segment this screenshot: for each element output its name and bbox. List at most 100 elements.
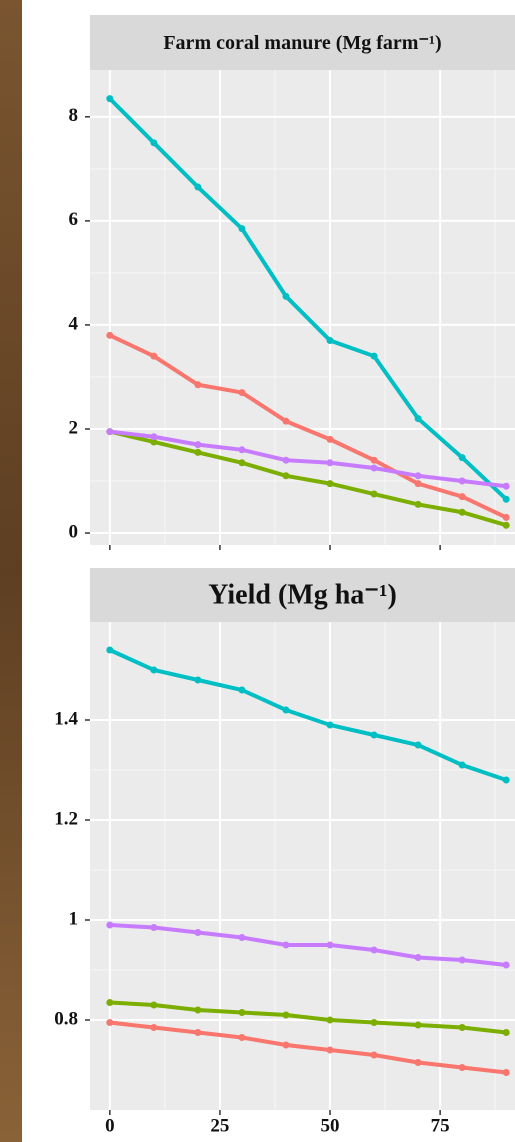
- y-tick-label: 8: [69, 105, 79, 126]
- data-point: [370, 1019, 378, 1026]
- series-line: [109, 1000, 507, 1035]
- data-point: [194, 441, 202, 449]
- y-tick-label: 0: [69, 521, 79, 542]
- data-point: [370, 490, 378, 498]
- y-tick-label: 1: [69, 908, 79, 929]
- data-point: [326, 459, 334, 467]
- data-point: [282, 472, 290, 480]
- data-point: [458, 454, 466, 462]
- data-point: [458, 1024, 466, 1031]
- data-point: [370, 946, 378, 954]
- data-point: [282, 1041, 290, 1049]
- data-point: [238, 459, 246, 467]
- data-point: [414, 1021, 422, 1029]
- series-line: [108, 97, 508, 501]
- data-point: [238, 446, 246, 454]
- y-tick-label: 0.8: [54, 1008, 78, 1029]
- data-point: [458, 956, 466, 964]
- panel-title: Farm coral manure (Mg farm⁻¹): [163, 32, 441, 54]
- data-point: [326, 941, 334, 949]
- data-point: [502, 1069, 510, 1076]
- x-tick-label: 0: [105, 1115, 115, 1136]
- y-tick-label: 4: [69, 313, 79, 334]
- data-point: [414, 415, 422, 423]
- data-point: [458, 508, 466, 516]
- strip-background: [90, 15, 515, 70]
- data-point: [106, 95, 114, 103]
- series-line: [109, 1020, 507, 1075]
- data-point: [238, 389, 246, 397]
- data-point: [458, 1064, 466, 1071]
- data-point: [458, 761, 466, 769]
- data-point: [414, 472, 422, 480]
- data-point: [326, 1046, 334, 1054]
- data-point: [282, 941, 290, 949]
- data-point: [414, 500, 422, 508]
- data-point: [150, 1024, 158, 1031]
- x-tick-label: 50: [321, 1115, 340, 1136]
- strip-background: [90, 568, 515, 622]
- y-tick-label: 2: [69, 417, 79, 438]
- x-tick-label: 75: [431, 1115, 450, 1136]
- data-point: [326, 480, 334, 488]
- data-point: [106, 646, 114, 654]
- y-tick-label: 6: [69, 209, 79, 230]
- data-point: [150, 433, 158, 441]
- data-point: [282, 292, 290, 300]
- data-point: [194, 448, 202, 456]
- series-line: [109, 923, 507, 967]
- data-point: [502, 482, 510, 490]
- series-line: [108, 333, 508, 520]
- data-point: [326, 721, 334, 729]
- data-point: [370, 456, 378, 464]
- data-point: [194, 381, 202, 389]
- data-point: [238, 1034, 246, 1041]
- data-point: [282, 456, 290, 464]
- data-point: [502, 513, 510, 521]
- data-point: [502, 521, 510, 529]
- data-point: [150, 352, 158, 360]
- data-point: [106, 331, 114, 339]
- data-point: [194, 929, 202, 936]
- data-point: [414, 1059, 422, 1066]
- data-point: [238, 686, 246, 694]
- data-point: [502, 495, 510, 503]
- data-point: [370, 464, 378, 472]
- data-point: [414, 741, 422, 749]
- data-point: [282, 417, 290, 425]
- data-point: [194, 1006, 202, 1014]
- series-line: [109, 429, 507, 489]
- data-point: [238, 225, 246, 233]
- series-line: [109, 429, 507, 528]
- data-point: [150, 139, 158, 147]
- data-point: [502, 1029, 510, 1036]
- data-point: [282, 706, 290, 714]
- y-tick-label: 1.4: [54, 708, 78, 729]
- data-point: [414, 954, 422, 961]
- data-point: [106, 921, 114, 929]
- data-point: [150, 924, 158, 931]
- data-point: [106, 1019, 114, 1026]
- x-tick-label: 25: [210, 1115, 229, 1136]
- data-point: [326, 337, 334, 345]
- data-point: [502, 961, 510, 969]
- data-point: [194, 676, 202, 684]
- panel-background: [90, 622, 515, 1110]
- data-point: [106, 428, 114, 436]
- data-point: [150, 1001, 158, 1009]
- data-point: [194, 183, 202, 191]
- data-point: [282, 1011, 290, 1019]
- data-point: [238, 1009, 246, 1016]
- data-point: [370, 352, 378, 360]
- data-point: [326, 435, 334, 443]
- series-line: [108, 648, 507, 782]
- data-point: [458, 493, 466, 501]
- data-point: [370, 731, 378, 739]
- panel-title: Yield (Mg ha⁻¹): [208, 579, 397, 610]
- data-point: [326, 1016, 334, 1024]
- data-point: [370, 1051, 378, 1059]
- data-point: [502, 776, 510, 784]
- data-point: [194, 1029, 202, 1036]
